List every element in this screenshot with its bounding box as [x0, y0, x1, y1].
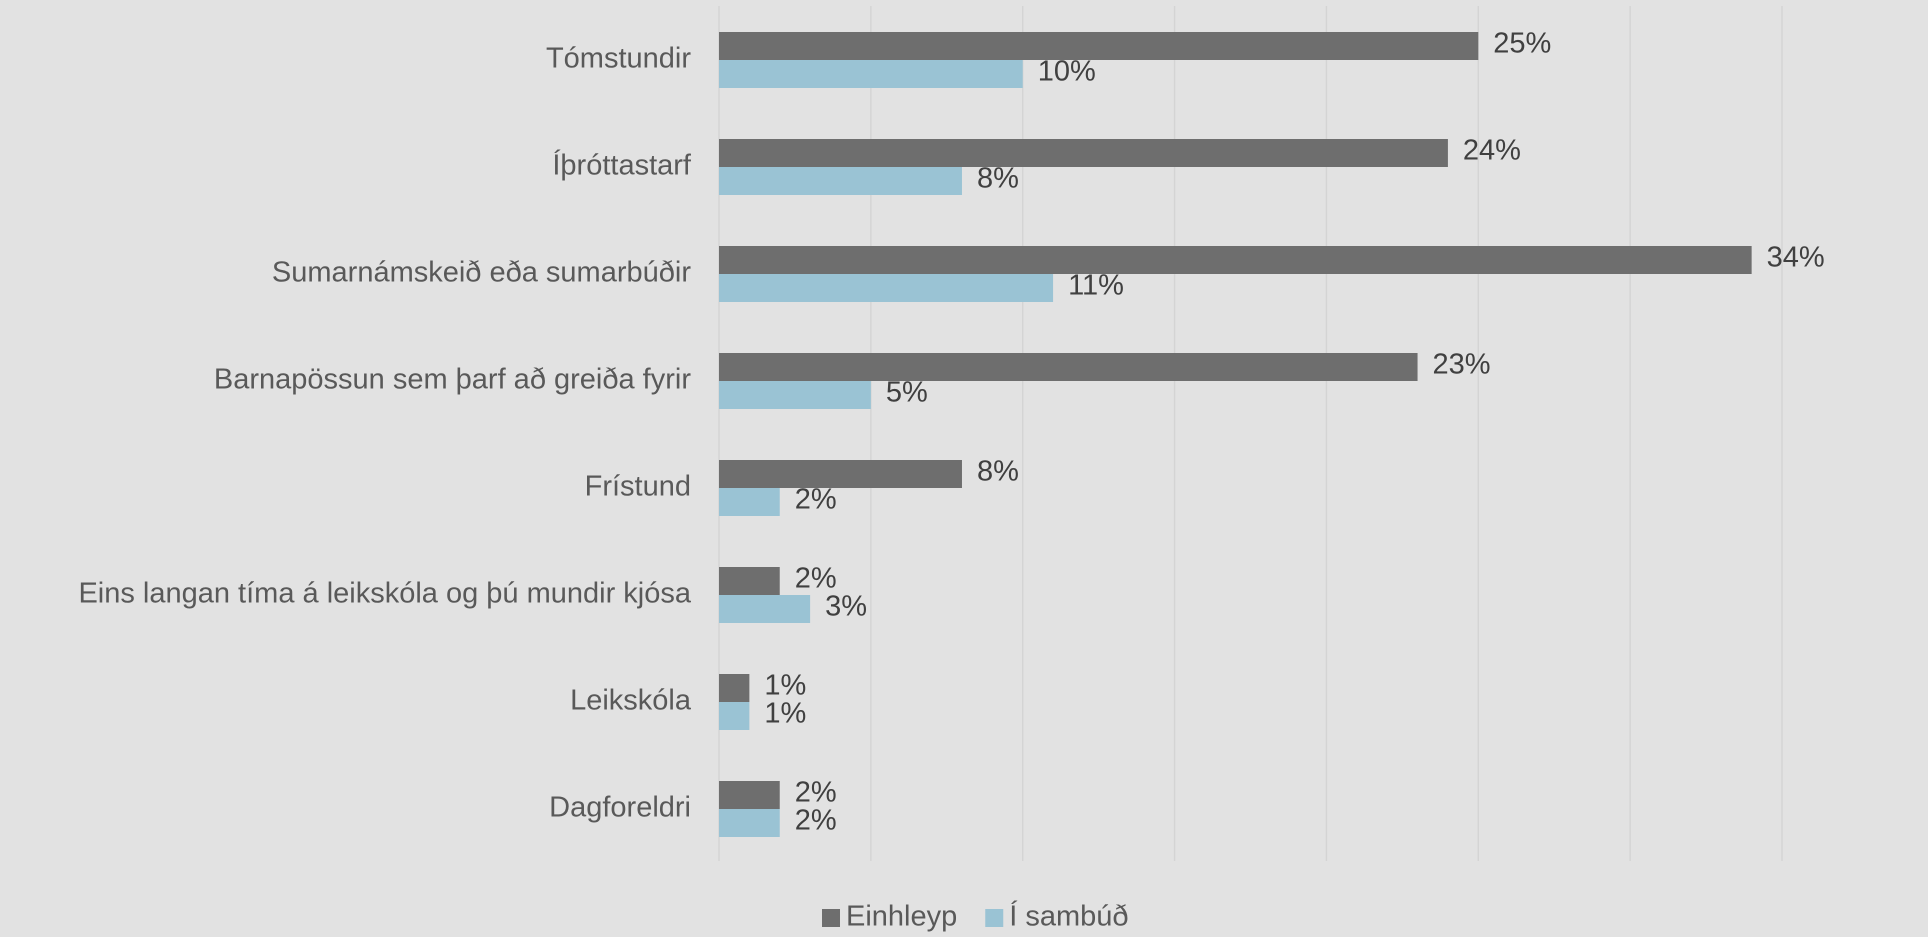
legend-label: Einhleyp: [846, 901, 957, 933]
data-label: 25%: [1493, 28, 1551, 60]
legend-swatch: [822, 909, 840, 927]
bar: [719, 460, 962, 488]
bar: [719, 781, 780, 809]
bar: [719, 674, 750, 702]
bar: [719, 167, 962, 195]
data-label: 8%: [977, 163, 1019, 195]
data-label: 8%: [977, 456, 1019, 488]
bar: [719, 809, 780, 837]
data-label: 23%: [1433, 349, 1491, 381]
data-label: 34%: [1767, 242, 1825, 274]
data-label: 2%: [795, 563, 837, 595]
category-label: Eins langan tíma á leikskóla og þú mundi…: [78, 578, 691, 610]
data-label: 1%: [764, 670, 806, 702]
bar: [719, 381, 871, 409]
bar: [719, 567, 780, 595]
data-label: 2%: [795, 805, 837, 837]
legend-label: Í sambúð: [1009, 900, 1128, 933]
data-label: 10%: [1038, 56, 1096, 88]
data-label: 11%: [1068, 270, 1124, 302]
data-label: 2%: [795, 777, 837, 809]
category-label: Íþróttastarf: [552, 149, 692, 182]
bar: [719, 32, 1479, 60]
bar: [719, 595, 811, 623]
category-label: Leikskóla: [570, 685, 692, 717]
bar: [719, 353, 1418, 381]
bar: [719, 60, 1023, 88]
bar: [719, 246, 1752, 274]
category-label: Tómstundir: [546, 43, 691, 75]
bar: [719, 274, 1054, 302]
data-label: 2%: [795, 484, 837, 516]
data-label: 5%: [886, 377, 928, 409]
category-label: Dagforeldri: [549, 792, 691, 824]
category-label: Sumarnámskeið eða sumarbúðir: [272, 257, 691, 289]
bar: [719, 139, 1448, 167]
legend-swatch: [985, 909, 1004, 927]
data-label: 24%: [1463, 135, 1521, 167]
bar: [719, 702, 750, 730]
category-label: Barnapössun sem þarf að greiða fyrir: [214, 364, 691, 396]
data-label: 3%: [825, 591, 867, 623]
data-label: 1%: [764, 698, 806, 730]
category-label: Frístund: [585, 471, 691, 503]
bar: [719, 488, 780, 516]
